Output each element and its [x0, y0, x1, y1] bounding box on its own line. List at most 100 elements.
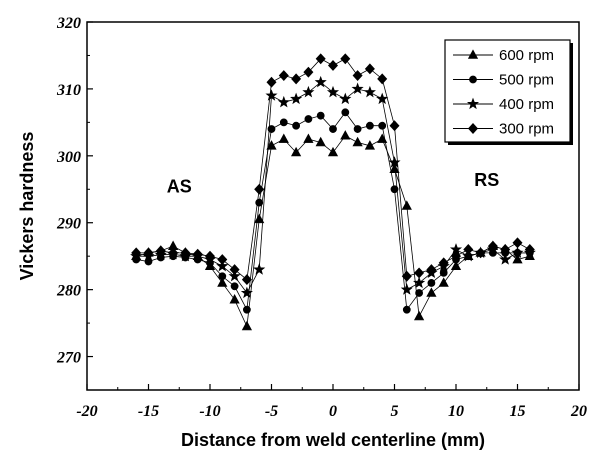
- data-point: [329, 125, 337, 133]
- data-point: [304, 115, 313, 123]
- legend-marker: [467, 123, 479, 134]
- data-point: [327, 146, 339, 157]
- y-tick-label: 270: [56, 350, 81, 367]
- data-point: [217, 277, 228, 287]
- data-point: [254, 183, 265, 195]
- legend-label: 500 rpm: [499, 72, 554, 89]
- data-point: [415, 289, 423, 297]
- data-point: [363, 85, 376, 98]
- y-tick-label: 300: [56, 149, 81, 166]
- data-point: [315, 53, 326, 65]
- data-point: [290, 146, 302, 157]
- legend-label: 600 rpm: [499, 47, 554, 64]
- data-point: [450, 250, 462, 262]
- data-point: [242, 305, 251, 314]
- y-tick-label: 310: [56, 82, 81, 99]
- series-star: [130, 75, 536, 299]
- data-point: [353, 125, 362, 133]
- data-point: [217, 254, 228, 265]
- data-point: [500, 244, 511, 255]
- data-point: [365, 121, 374, 130]
- data-point: [340, 130, 351, 140]
- data-point: [352, 136, 363, 147]
- y-tick-label: 320: [56, 15, 81, 32]
- data-point: [290, 92, 303, 105]
- data-point: [377, 73, 388, 85]
- data-point: [241, 274, 252, 286]
- legend-marker: [469, 75, 477, 84]
- data-point: [218, 272, 227, 281]
- data-point: [240, 286, 253, 299]
- data-point: [168, 247, 179, 259]
- data-point: [180, 247, 191, 259]
- data-point: [413, 310, 425, 321]
- data-point: [378, 121, 387, 130]
- data-point: [390, 185, 399, 194]
- data-point: [364, 63, 375, 75]
- legend-box: [444, 39, 571, 143]
- x-tick-label: 10: [448, 403, 464, 420]
- region-label: AS: [167, 177, 192, 197]
- data-point: [438, 257, 449, 269]
- data-point: [401, 200, 412, 210]
- legend-marker: [467, 49, 479, 59]
- legend-marker: [466, 97, 480, 110]
- series-line: [136, 135, 530, 328]
- data-point: [475, 247, 486, 259]
- data-point: [216, 259, 229, 272]
- data-point: [302, 85, 315, 98]
- data-point: [241, 320, 253, 331]
- data-point: [279, 118, 288, 127]
- data-point: [427, 279, 436, 287]
- data-point: [278, 133, 289, 143]
- data-point: [438, 277, 449, 287]
- data-point: [426, 287, 437, 297]
- y-tick-label: 290: [56, 216, 81, 233]
- data-point: [253, 263, 266, 275]
- data-point: [143, 247, 154, 259]
- data-point: [388, 156, 401, 168]
- series-diamond: [131, 53, 535, 286]
- data-point: [364, 140, 376, 150]
- data-point: [315, 136, 326, 147]
- data-point: [426, 264, 437, 276]
- data-point: [228, 269, 241, 282]
- data-point: [402, 305, 411, 314]
- series-triangle: [131, 130, 535, 331]
- data-point: [265, 89, 278, 101]
- x-tick-label: -20: [76, 403, 97, 420]
- data-point: [230, 282, 239, 291]
- data-point: [499, 253, 512, 265]
- data-point: [462, 249, 475, 262]
- y-tick-label: 280: [56, 283, 81, 300]
- data-point: [303, 133, 314, 143]
- data-point: [192, 248, 203, 260]
- x-tick-label: 5: [391, 403, 399, 420]
- data-point: [316, 111, 325, 120]
- x-tick-label: -5: [265, 403, 278, 420]
- data-point: [413, 276, 426, 289]
- data-point: [277, 95, 290, 108]
- data-point: [352, 70, 363, 81]
- data-point: [155, 245, 166, 257]
- x-tick-label: 15: [510, 403, 526, 420]
- data-point: [229, 264, 240, 276]
- annotations: AS RS: [167, 170, 500, 197]
- legend-label: 300 rpm: [499, 121, 554, 138]
- data-point: [341, 108, 350, 117]
- data-point: [266, 76, 277, 88]
- x-tick-label: 0: [329, 403, 337, 420]
- y-axis-title: Vickers hardness: [17, 132, 37, 281]
- data-point: [267, 125, 276, 133]
- data-point: [414, 267, 425, 279]
- data-point: [389, 163, 400, 173]
- data-point: [314, 75, 327, 88]
- data-point: [487, 240, 498, 252]
- x-tick-label: 20: [570, 403, 587, 420]
- data-point: [229, 294, 240, 304]
- data-point: [340, 53, 351, 65]
- data-point: [512, 237, 523, 249]
- data-point: [291, 73, 302, 85]
- legend-label: 400 rpm: [499, 96, 554, 113]
- data-point: [463, 244, 474, 255]
